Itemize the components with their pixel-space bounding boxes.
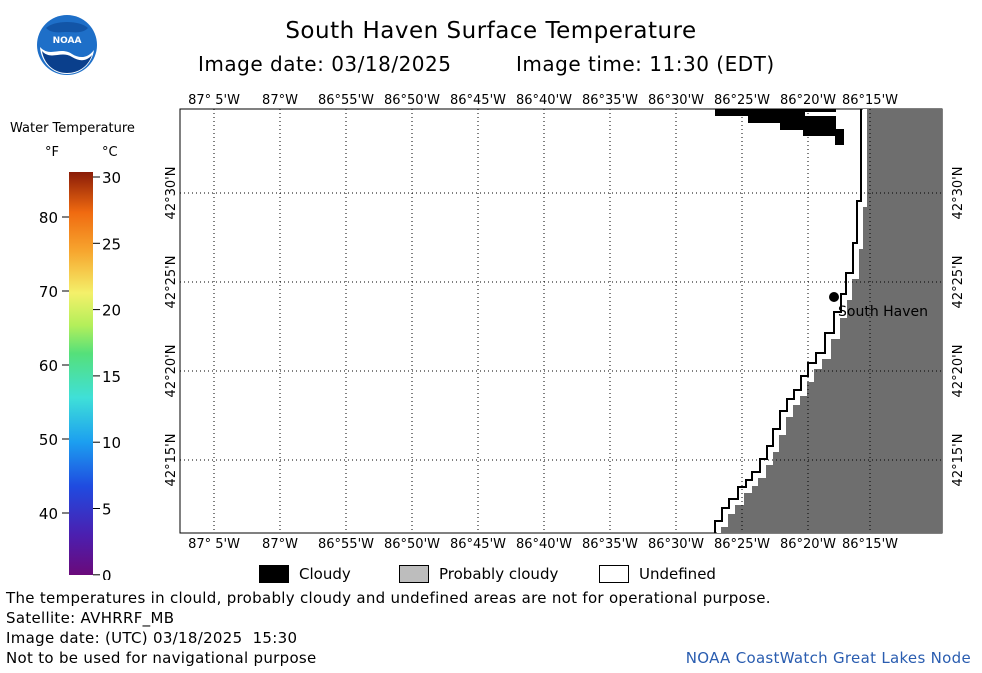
lat-label-left: 42°25'N [164, 256, 179, 309]
lat-label-right: 42°20'N [951, 345, 966, 398]
lon-label-bottom: 86°20'W [780, 537, 836, 552]
south-haven-marker [829, 292, 839, 302]
c-tick-label: 5 [102, 501, 112, 519]
f-tick-label: 80 [39, 209, 58, 227]
lon-label-bottom: 86°30'W [648, 537, 704, 552]
page-title: South Haven Surface Temperature [285, 18, 697, 44]
c-tick-label: 25 [102, 235, 121, 253]
latitude-labels-right: 42°30'N 42°25'N 42°20'N 42°15'N [951, 167, 966, 487]
lon-label-top: 86°30'W [648, 93, 704, 108]
lat-label-left: 42°15'N [164, 434, 179, 487]
lon-label-top: 86°50'W [384, 93, 440, 108]
c-tick-label: 15 [102, 368, 121, 386]
cloud-area [715, 109, 836, 136]
legend-cloudy-label: Cloudy [299, 565, 351, 583]
legend-cloudy: Cloudy [259, 563, 351, 585]
lat-label-right: 42°25'N [951, 256, 966, 309]
lon-label-top: 86°40'W [516, 93, 572, 108]
f-tick-label: 50 [39, 431, 58, 449]
land-area [719, 109, 942, 533]
disclaimer-text: The temperatures in clould, probably clo… [6, 589, 771, 607]
longitude-labels-bottom: 87° 5'W 87°W 86°55'W 86°50'W 86°45'W 86°40'W 8… [188, 537, 898, 552]
color-scale-title: Water Temperature [10, 121, 135, 136]
nav-note-text: Not to be used for navigational purpose [6, 649, 317, 667]
lon-label-bottom: 87°W [262, 537, 298, 552]
legend-probably-cloudy-swatch [399, 565, 429, 583]
legend-probably-cloudy: Probably cloudy [399, 563, 558, 585]
utc-date-text: Image date: (UTC) 03/18/2025 15:30 [6, 629, 298, 647]
lon-label-top: 87° 5'W [188, 93, 240, 108]
unit-celsius: °C [102, 145, 118, 160]
image-date: Image date: 03/18/2025 [198, 52, 452, 76]
lon-label-top: 86°35'W [582, 93, 638, 108]
c-tick-label: 30 [102, 169, 121, 187]
lon-label-top: 86°25'W [714, 93, 770, 108]
f-tick-label: 60 [39, 357, 58, 375]
lon-label-bottom: 86°15'W [842, 537, 898, 552]
cloud-area [835, 129, 844, 145]
latitude-labels-left: 42°30'N 42°25'N 42°20'N 42°15'N [164, 167, 179, 487]
lon-label-bottom: 86°50'W [384, 537, 440, 552]
credit-text: NOAA CoastWatch Great Lakes Node [685, 649, 971, 667]
longitude-labels-top: 87° 5'W 87°W 86°55'W 86°50'W 86°45'W 86°40'W 8… [188, 93, 898, 108]
c-tick-label: 0 [102, 567, 112, 580]
lon-label-top: 87°W [262, 93, 298, 108]
noaa-logo-text: NOAA [53, 36, 82, 46]
lon-label-top: 86°55'W [318, 93, 374, 108]
image-time: Image time: 11:30 (EDT) [516, 52, 775, 76]
legend-undefined: Undefined [599, 563, 716, 585]
legend-undefined-label: Undefined [639, 565, 716, 583]
f-tick-label: 70 [39, 283, 58, 301]
lon-label-top: 86°20'W [780, 93, 836, 108]
coastline [717, 109, 867, 533]
unit-fahrenheit: °F [45, 145, 59, 160]
lon-label-top: 86°45'W [450, 93, 506, 108]
lat-label-right: 42°30'N [951, 167, 966, 220]
map-grid [180, 109, 942, 533]
lon-label-bottom: 86°25'W [714, 537, 770, 552]
satellite-text: Satellite: AVHRRF_MB [6, 609, 175, 627]
lon-label-bottom: 86°35'W [582, 537, 638, 552]
map: 87° 5'W 87°W 86°55'W 86°50'W 86°45'W 86°40'W 8… [164, 93, 966, 552]
legend-cloudy-swatch [259, 565, 289, 583]
legend-undefined-swatch [599, 565, 629, 583]
lon-label-bottom: 86°45'W [450, 537, 506, 552]
lat-label-left: 42°30'N [164, 167, 179, 220]
f-tick-label: 40 [39, 505, 58, 523]
lon-label-bottom: 86°55'W [318, 537, 374, 552]
c-tick-label: 20 [102, 302, 121, 320]
south-haven-label: South Haven [838, 304, 928, 320]
lat-label-right: 42°15'N [951, 434, 966, 487]
legend-probably-cloudy-label: Probably cloudy [439, 565, 559, 583]
lon-label-bottom: 86°40'W [516, 537, 572, 552]
color-scale-bar [69, 172, 93, 575]
noaa-logo: NOAA [37, 15, 97, 75]
lon-label-top: 86°15'W [842, 93, 898, 108]
c-tick-label: 10 [102, 434, 121, 452]
lon-label-bottom: 87° 5'W [188, 537, 240, 552]
lat-label-left: 42°20'N [164, 345, 179, 398]
